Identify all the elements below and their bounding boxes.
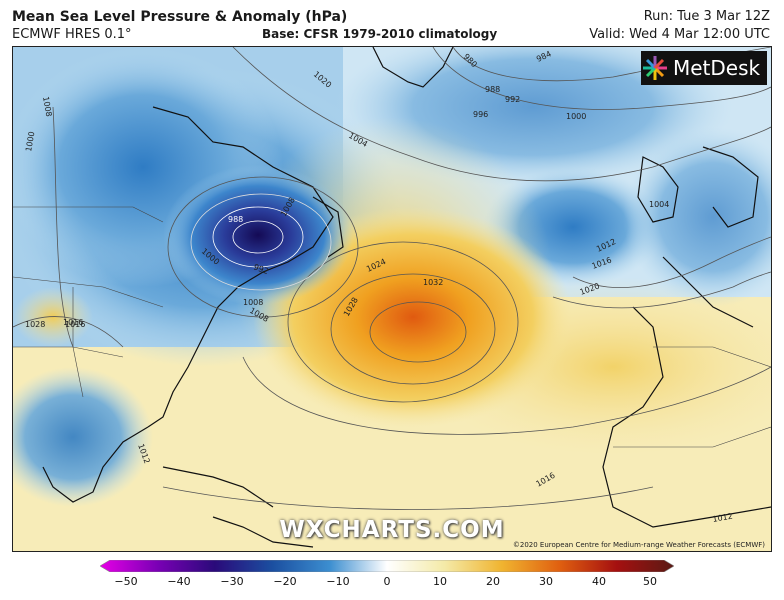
run-time: Run: Tue 3 Mar 12Z: [643, 9, 770, 24]
copyright-credit: ©2020 European Centre for Medium-range W…: [512, 541, 765, 549]
isobar-label: 1000: [24, 131, 36, 153]
anomaly-colorbar: [100, 560, 674, 572]
colorbar-tick: 20: [486, 575, 500, 588]
isobar-label: 1008: [243, 298, 263, 307]
colorbar-tick: −50: [114, 575, 138, 588]
colorbar-tick: −20: [273, 575, 297, 588]
coastlines: [42, 47, 771, 548]
map-canvas: 1000 1020 1004 1008 1008 1028 1016 1024 …: [13, 47, 771, 551]
colorbar-tick: −40: [167, 575, 191, 588]
isobar-label: 1008: [41, 96, 53, 118]
metdesk-starburst-icon: [643, 56, 667, 80]
isobar-label: 992: [505, 95, 520, 104]
isobar-label: 1032: [423, 278, 443, 287]
colorbar-tick: 10: [433, 575, 447, 588]
colorbar-tick: 30: [539, 575, 553, 588]
metdesk-logo-text: MetDesk: [673, 56, 761, 80]
metdesk-logo: MetDesk: [641, 51, 767, 85]
model-name: ECMWF HRES 0.1°: [12, 27, 132, 42]
isobars: [13, 47, 771, 510]
colorbar-tick: 40: [592, 575, 606, 588]
colorbar-tick: −30: [220, 575, 244, 588]
isobar-label: 988: [485, 85, 500, 94]
isobar-label: 996: [473, 110, 488, 119]
valid-time: Valid: Wed 4 Mar 12:00 UTC: [589, 27, 770, 42]
colorbar-tick: 0: [383, 575, 391, 588]
colorbar-tick: −10: [326, 575, 350, 588]
isobar-label: 1028: [25, 320, 45, 329]
isobar-label: 1000: [566, 112, 586, 121]
colorbar-tick: 50: [643, 575, 657, 588]
chart-title: Mean Sea Level Pressure & Anomaly (hPa): [12, 9, 348, 25]
isobar-label: 1016: [63, 318, 83, 327]
low-center-label: 988: [228, 215, 243, 224]
isobar-label: 1004: [649, 200, 669, 209]
climatology-base: Base: CFSR 1979-2010 climatology: [262, 27, 498, 41]
isobar-label: 1012: [712, 512, 734, 524]
isobar-label: 1016: [65, 320, 85, 329]
watermark: WXCHARTS.COM: [279, 517, 505, 543]
pressure-map: 1000 1020 1004 1008 1008 1028 1016 1024 …: [12, 46, 772, 552]
